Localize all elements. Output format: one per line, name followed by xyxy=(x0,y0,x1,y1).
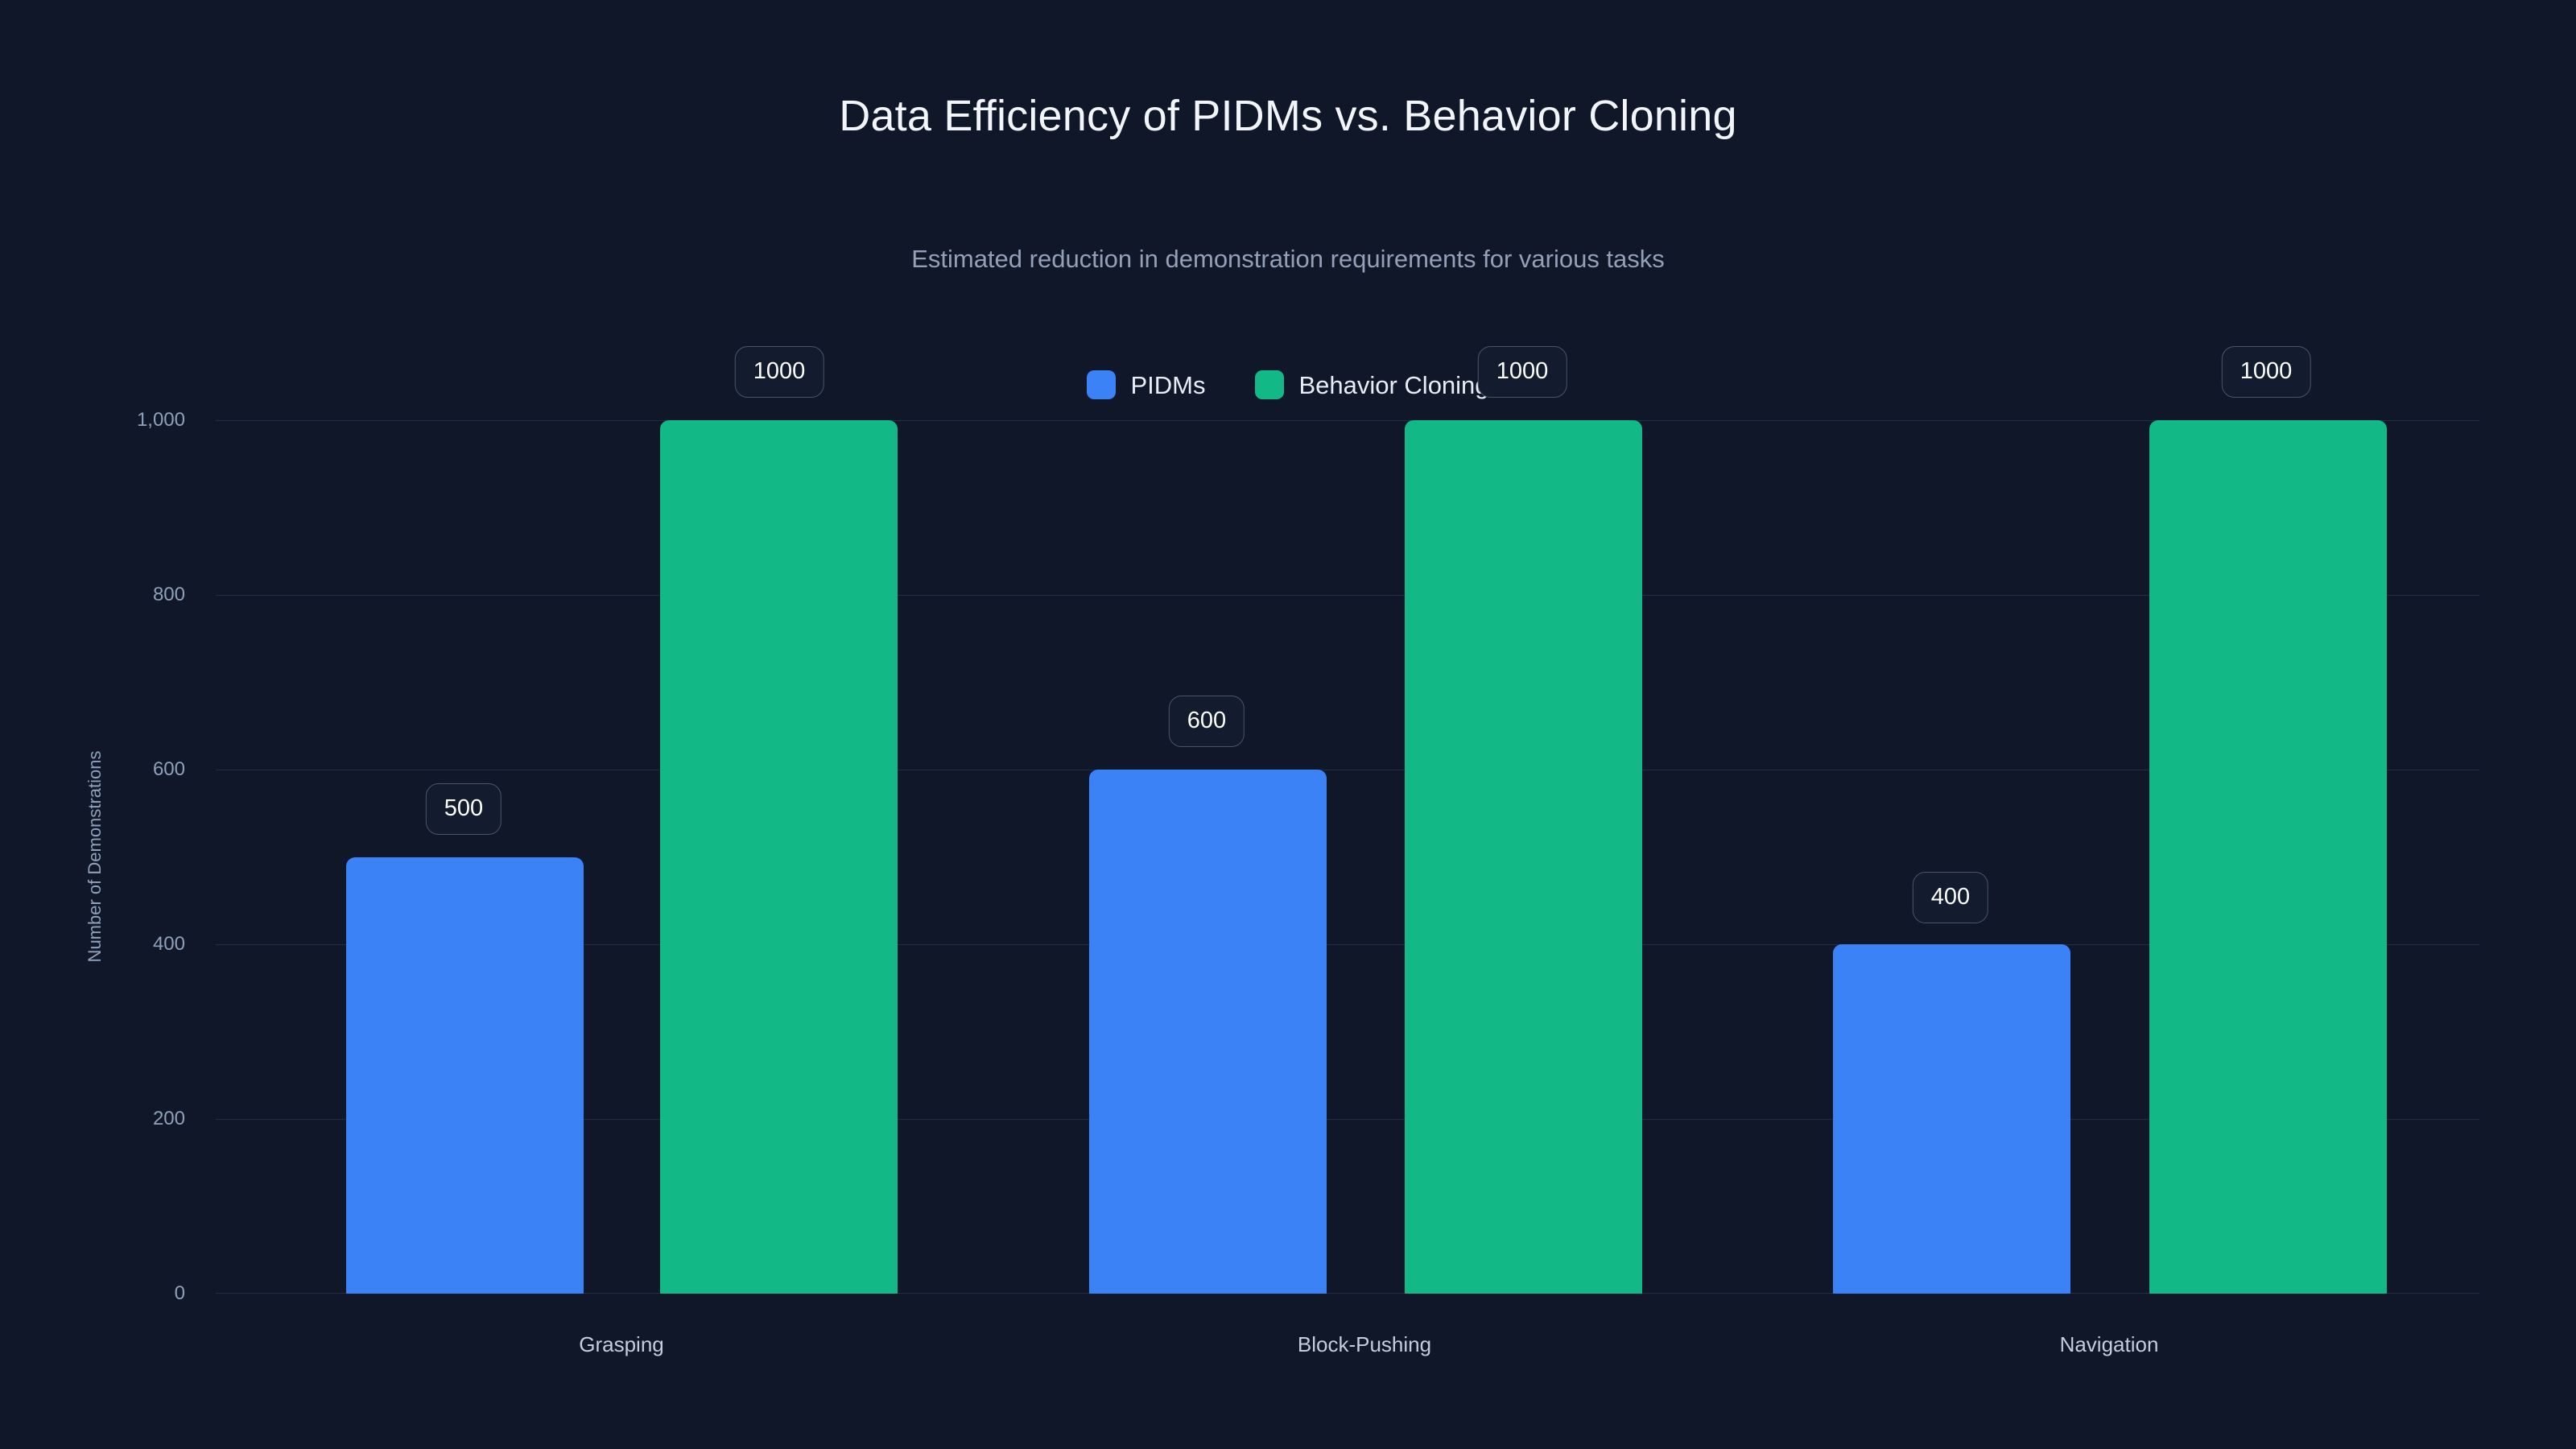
x-tick-block-pushing: Block-Pushing xyxy=(1297,1332,1432,1356)
gridline-200 xyxy=(216,1119,2479,1120)
gridline-800 xyxy=(216,595,2479,596)
data-label-grasping-pidms: 500 xyxy=(425,783,502,835)
y-tick-1000: 1,000 xyxy=(136,409,185,431)
data-label-navigation-behavior-cloning: 1000 xyxy=(2221,346,2311,398)
legend-item-behavior-cloning[interactable]: Behavior Cloning xyxy=(1255,370,1489,399)
y-tick-800: 800 xyxy=(152,584,185,605)
x-tick-navigation: Navigation xyxy=(2059,1332,2159,1356)
gridline-0 xyxy=(216,1293,2479,1294)
legend-item-pidms[interactable]: PIDMs xyxy=(1087,370,1205,399)
plot-area xyxy=(216,420,2479,1294)
gridline-400 xyxy=(216,944,2479,945)
legend-label-behavior-cloning: Behavior Cloning xyxy=(1298,370,1489,399)
y-tick-400: 400 xyxy=(152,933,185,955)
data-label-block-pushing-pidms: 600 xyxy=(1168,696,1245,747)
chart-legend: PIDMs Behavior Cloning xyxy=(0,370,2576,399)
bar-block-pushing-pidms[interactable] xyxy=(1089,770,1327,1294)
chart-title: Data Efficiency of PIDMs vs. Behavior Cl… xyxy=(839,92,1737,140)
bar-navigation-behavior-cloning[interactable] xyxy=(2149,420,2387,1294)
bar-navigation-pidms[interactable] xyxy=(1833,944,2070,1294)
data-label-block-pushing-behavior-cloning: 1000 xyxy=(1477,346,1567,398)
legend-swatch-icon-pidms xyxy=(1087,370,1117,399)
y-tick-0: 0 xyxy=(174,1282,185,1304)
bar-grasping-behavior-cloning[interactable] xyxy=(660,420,898,1294)
bar-grasping-pidms[interactable] xyxy=(346,857,584,1294)
data-label-navigation-pidms: 400 xyxy=(1912,872,1989,923)
y-tick-600: 600 xyxy=(152,758,185,780)
gridline-1000 xyxy=(216,420,2479,421)
legend-swatch-icon-behavior-cloning xyxy=(1255,370,1285,399)
y-tick-200: 200 xyxy=(152,1108,185,1129)
legend-label-pidms: PIDMs xyxy=(1130,370,1206,399)
chart-subtitle: Estimated reduction in demonstration req… xyxy=(911,245,1665,273)
y-axis-title: Number of Demonstrations xyxy=(85,750,105,963)
data-label-grasping-behavior-cloning: 1000 xyxy=(734,346,824,398)
bar-block-pushing-behavior-cloning[interactable] xyxy=(1405,420,1642,1294)
x-tick-grasping: Grasping xyxy=(579,1332,664,1356)
